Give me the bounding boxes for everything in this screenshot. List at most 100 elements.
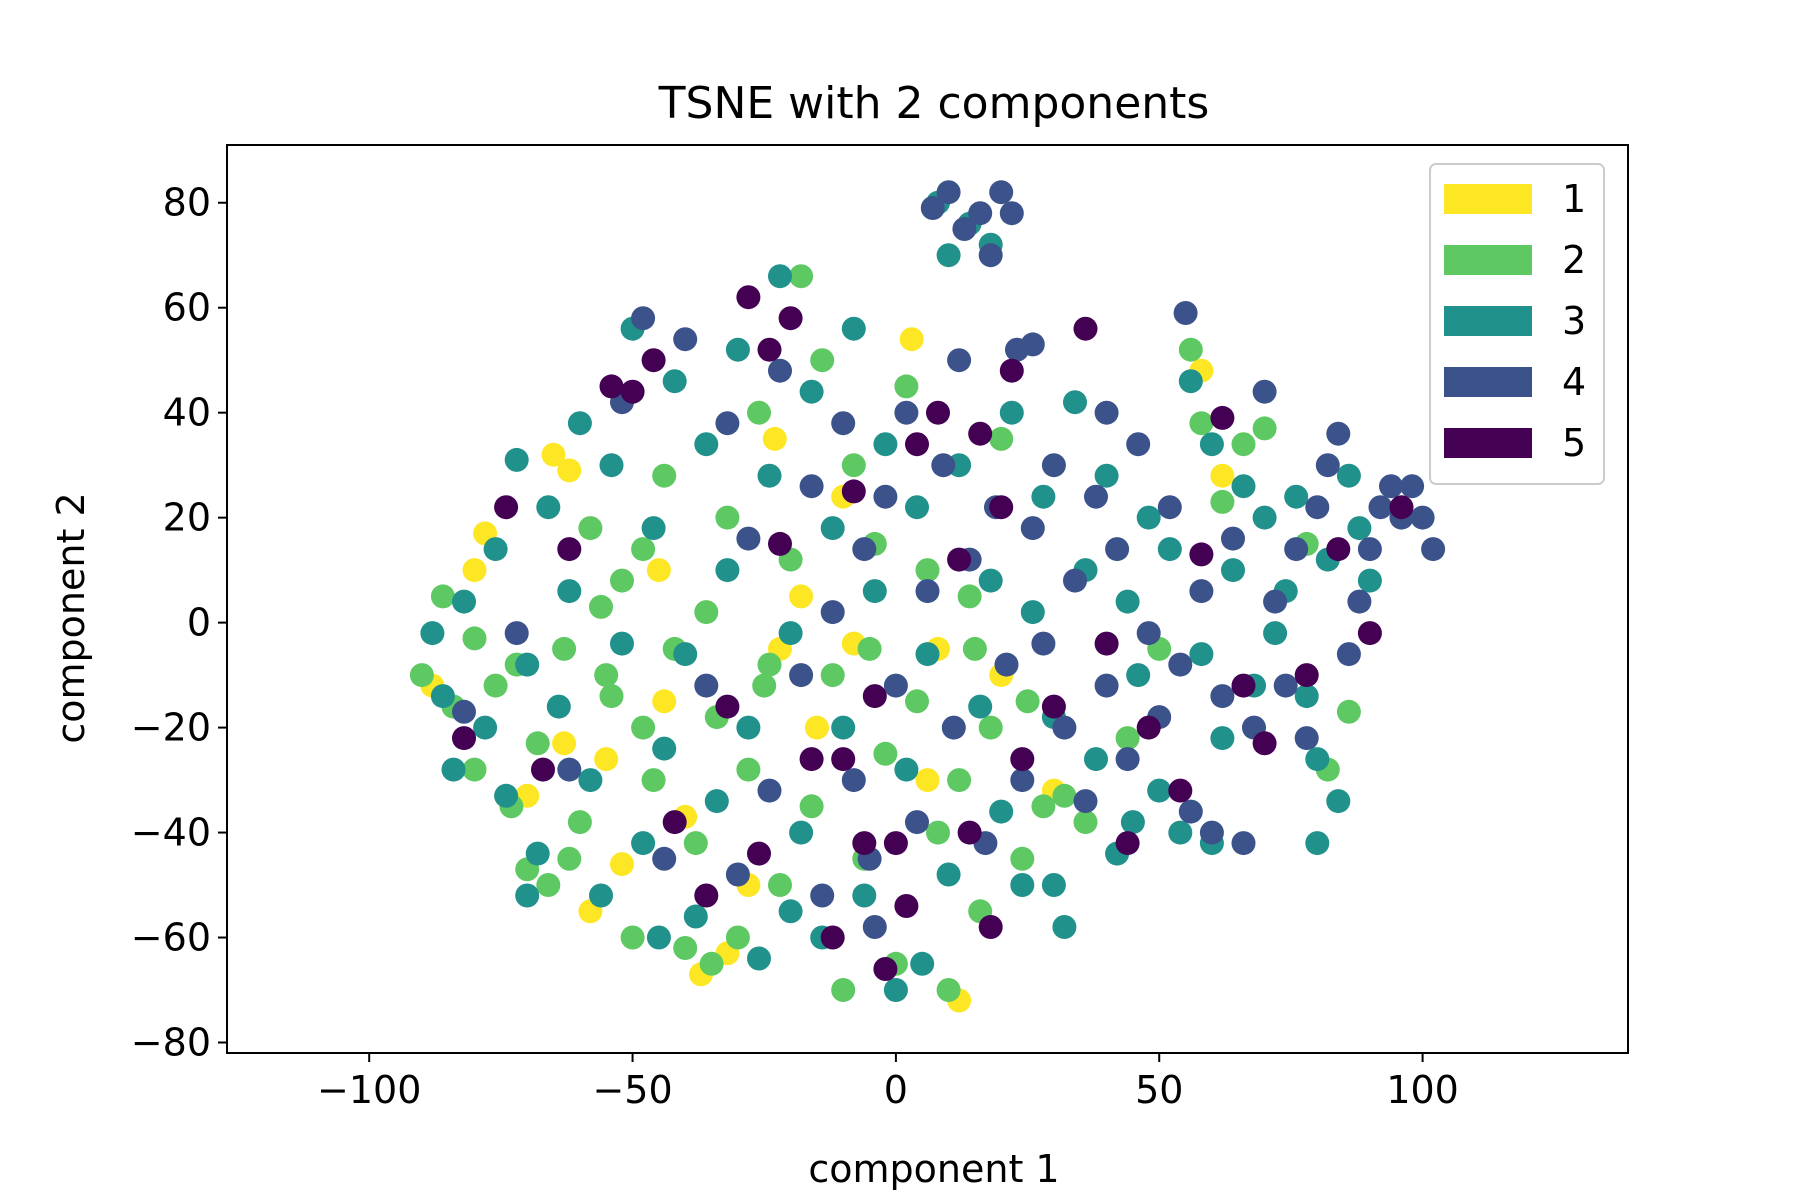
scatter-point [515, 883, 540, 908]
scatter-point [1210, 405, 1235, 430]
plot-area-frame [226, 144, 1629, 1054]
legend-swatch [1444, 306, 1532, 336]
scatter-point [1120, 810, 1145, 835]
x-tick-label: 50 [1135, 1068, 1183, 1112]
x-tick-label: 0 [884, 1068, 908, 1112]
scatter-point [1347, 516, 1372, 541]
scatter-point [831, 747, 856, 772]
scatter-point [994, 652, 1019, 677]
scatter-point [652, 689, 677, 714]
scatter-point [1052, 783, 1077, 808]
scatter-point [557, 757, 582, 782]
scatter-point [462, 626, 487, 651]
scatter-point [999, 201, 1024, 226]
scatter-point [1041, 694, 1066, 719]
scatter-point [620, 379, 645, 404]
scatter-point [778, 621, 803, 646]
scatter-point [631, 831, 656, 856]
scatter-point [1052, 915, 1077, 939]
legend-label: 3 [1562, 299, 1586, 343]
legend-label: 4 [1562, 360, 1586, 404]
scatter-point [1105, 537, 1130, 562]
scatter-point [789, 663, 814, 688]
scatter-point [620, 925, 645, 950]
scatter-point [799, 379, 824, 404]
scatter-point [1189, 642, 1214, 667]
scatter-point [610, 568, 634, 593]
scatter-point [894, 894, 919, 918]
scatter-point [910, 951, 935, 976]
scatter-point [1410, 505, 1435, 530]
scatter-point [1305, 747, 1330, 772]
scatter-point [1178, 369, 1203, 394]
scatter-point [1368, 495, 1393, 520]
scatter-point [610, 852, 634, 877]
scatter-point [1294, 726, 1319, 751]
scatter-point [852, 537, 877, 562]
scatter-point [1199, 820, 1224, 845]
scatter-point [567, 411, 592, 436]
scatter-point [757, 337, 782, 362]
scatter-point [1231, 673, 1256, 698]
scatter-point [725, 337, 750, 362]
scatter-point [1178, 799, 1203, 824]
scatter-point [494, 495, 519, 520]
scatter-point [962, 636, 987, 661]
chart-title: TSNE with 2 components [658, 78, 1210, 129]
scatter-point [699, 951, 724, 976]
scatter-point [757, 778, 782, 803]
scatter-point [673, 936, 698, 960]
scatter-point [641, 348, 666, 373]
scatter-point [694, 883, 719, 908]
scatter-point [1041, 873, 1066, 897]
y-tick-label: 0 [187, 601, 211, 645]
scatter-point [494, 783, 519, 808]
scatter-point [546, 694, 571, 719]
scatter-point [1031, 631, 1056, 656]
data-points-layer [409, 180, 1446, 1013]
scatter-point [1041, 453, 1066, 478]
scatter-point [715, 558, 740, 583]
scatter-point [926, 820, 950, 845]
scatter-point [736, 285, 761, 310]
scatter-point [589, 883, 613, 908]
scatter-point [899, 327, 924, 352]
scatter-point [1020, 516, 1045, 541]
y-tick-label: 80 [163, 181, 211, 225]
scatter-point [673, 642, 698, 667]
scatter-point [594, 747, 619, 772]
scatter-point [1357, 537, 1382, 562]
scatter-point [1063, 568, 1087, 593]
scatter-point [1336, 463, 1361, 488]
scatter-point [852, 831, 877, 856]
y-tick-label: 20 [163, 496, 211, 540]
scatter-point [862, 579, 887, 604]
scatter-point [804, 715, 829, 740]
scatter-point [873, 957, 898, 981]
scatter-point [1294, 663, 1319, 688]
y-tick-label: 60 [163, 286, 211, 330]
scatter-point [1010, 873, 1035, 897]
scatter-point [1020, 332, 1045, 357]
scatter-point [1094, 463, 1119, 488]
scatter-point [1252, 505, 1277, 530]
x-tick-label: 100 [1386, 1068, 1459, 1112]
scatter-point [1073, 789, 1098, 814]
scatter-point [1168, 778, 1193, 803]
scatter-point [1189, 542, 1214, 567]
scatter-point [536, 873, 561, 897]
scatter-point [1326, 789, 1351, 814]
scatter-point [1210, 726, 1235, 751]
scatter-point [999, 358, 1024, 383]
scatter-point [799, 794, 824, 819]
scatter-point [1073, 316, 1098, 341]
scatter-point [452, 699, 476, 724]
scatter-point [757, 652, 782, 677]
scatter-point [1357, 621, 1382, 646]
y-axis-label: component 2 [49, 492, 93, 743]
scatter-point [1231, 432, 1256, 457]
scatter-point [747, 841, 771, 866]
scatter-point [873, 484, 898, 509]
scatter-point [1336, 699, 1361, 724]
legend-label: 5 [1562, 421, 1586, 465]
